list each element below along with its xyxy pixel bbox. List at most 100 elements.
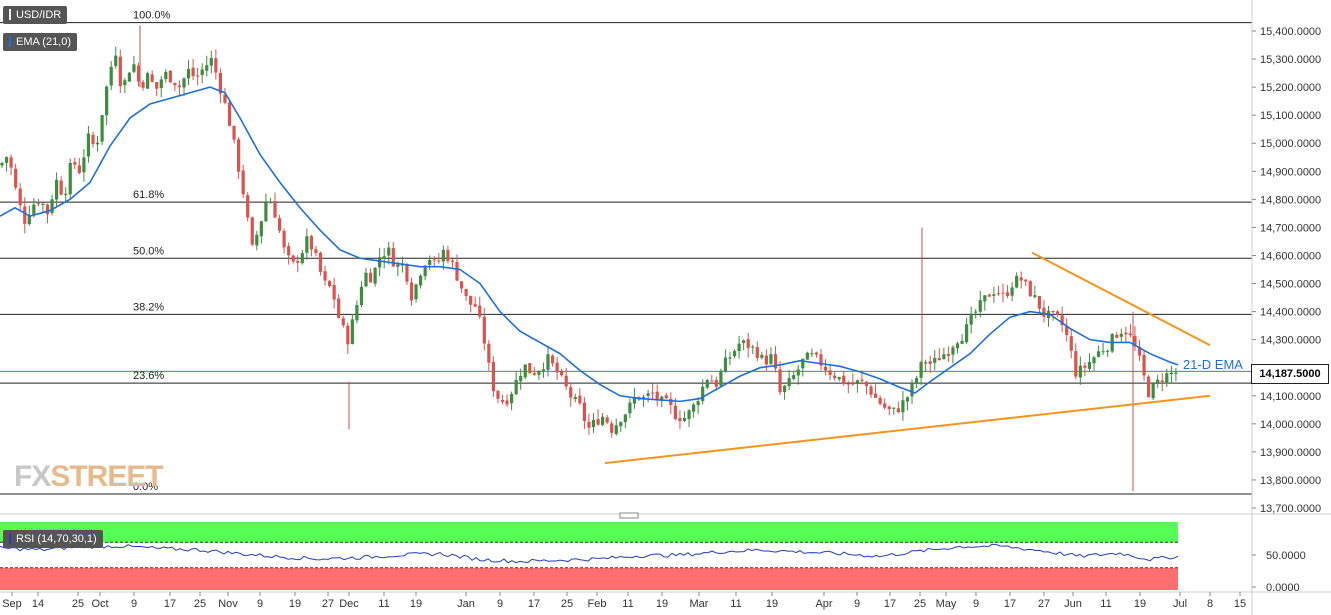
candle-bull (537, 371, 541, 375)
candle-bear (860, 379, 864, 382)
candle-bull (350, 319, 354, 344)
ema-line (0, 86, 1179, 403)
x-tick-label: 8 (1207, 598, 1213, 610)
candle-bull (942, 354, 946, 360)
x-tick-label: 9 (973, 598, 979, 610)
rsi-tick-label: 0.0000 (1266, 582, 1300, 594)
candle-bull (723, 357, 728, 372)
candle-bull (100, 115, 104, 142)
candle-bull (1087, 361, 1092, 369)
candle-bear (455, 261, 459, 281)
candle-bull (792, 375, 796, 379)
candle-bear (318, 252, 323, 272)
candle-bull (64, 193, 68, 195)
candle-bear (746, 339, 750, 348)
candle-bear (1115, 334, 1119, 338)
candle-bull (1096, 351, 1101, 357)
x-tick-label: 25 (914, 598, 926, 610)
candle-bull (86, 133, 91, 157)
candle-bear (714, 380, 718, 387)
candle-bull (1010, 287, 1014, 296)
candle-bull (719, 370, 723, 386)
candle-bull (905, 397, 910, 402)
candle-bear (450, 260, 455, 262)
candle-bear (405, 264, 409, 282)
candle-bear (291, 255, 295, 262)
candle-bear (1037, 295, 1041, 309)
candle-bear (928, 361, 932, 364)
fxstreet-logo: FXSTREET (14, 460, 164, 493)
candle-bull (264, 202, 268, 222)
candle-bear (473, 304, 477, 307)
candle-bear (755, 347, 759, 359)
candle-bear (337, 298, 341, 318)
fib-level-label: 0.0% (133, 481, 158, 493)
candle-bear (14, 168, 18, 188)
candle-bear (1160, 380, 1164, 383)
candle-bear (45, 204, 50, 215)
candle-bear (528, 363, 532, 374)
x-tick-label: 14 (32, 598, 44, 610)
candle-bear (555, 362, 559, 373)
candle-bear (833, 375, 837, 379)
candle-bear (227, 102, 232, 126)
candle-bear (1024, 279, 1028, 282)
candle-bull (810, 353, 814, 355)
candle-bull (423, 265, 427, 277)
candle-bull (259, 221, 263, 237)
candle-bear (141, 81, 145, 88)
candle-bull (95, 142, 100, 145)
candle-bull (614, 425, 618, 434)
candle-bull (965, 324, 969, 343)
candle-bear (1051, 310, 1055, 313)
candle-bull (855, 380, 859, 385)
candle-bear (437, 260, 441, 262)
y-tick-label: 14,100.0000 (1260, 391, 1321, 403)
candle-bull (628, 402, 632, 414)
candle-bull (801, 358, 805, 369)
candle-bull (919, 362, 923, 378)
candle-bull (992, 294, 996, 296)
x-tick-label: Jun (1064, 598, 1082, 610)
symbol-label[interactable]: USD/IDR (3, 6, 68, 24)
candle-bear (168, 70, 172, 83)
candle-bear (828, 370, 832, 375)
candle-bull (646, 393, 650, 396)
candle-bull (159, 79, 163, 89)
candle-bear (446, 249, 450, 262)
x-tick-label: 25 (72, 598, 84, 610)
candle-bull (510, 393, 514, 404)
candle-bear (323, 271, 327, 281)
candle-bull (796, 369, 800, 376)
candle-bear (173, 82, 177, 86)
x-tick-label: 17 (884, 598, 896, 610)
candle-bull (1119, 333, 1123, 337)
x-tick-label: 19 (1134, 598, 1146, 610)
candle-bear (287, 246, 291, 256)
candle-bear (532, 373, 536, 375)
candle-bull (687, 410, 691, 419)
candle-bear (1065, 325, 1069, 336)
candle-bear (241, 170, 245, 195)
ema-legend[interactable]: EMA (21,0) (3, 33, 78, 51)
rsi-legend[interactable]: RSI (14,70,30,1) (3, 530, 103, 548)
candle-bull (268, 201, 273, 204)
candle-bear (469, 295, 473, 305)
candle-bull (601, 416, 605, 425)
candle-bear (18, 188, 22, 206)
candle-bear (596, 419, 600, 425)
x-tick-label: 19 (656, 598, 668, 610)
candle-bear (1005, 292, 1010, 296)
y-tick-label: 15,100.0000 (1260, 110, 1321, 122)
candle-bull (182, 78, 186, 88)
candle-bear (842, 375, 846, 385)
candle-bull (419, 275, 423, 286)
y-tick-label: 14,400.0000 (1260, 307, 1321, 319)
candle-bear (1128, 333, 1132, 336)
x-tick-label: 25 (561, 598, 573, 610)
x-tick-label: Sep (2, 598, 22, 610)
candle-bear (118, 56, 122, 87)
candle-bull (55, 179, 59, 200)
rsi-tick-label: 50.0000 (1266, 550, 1306, 562)
